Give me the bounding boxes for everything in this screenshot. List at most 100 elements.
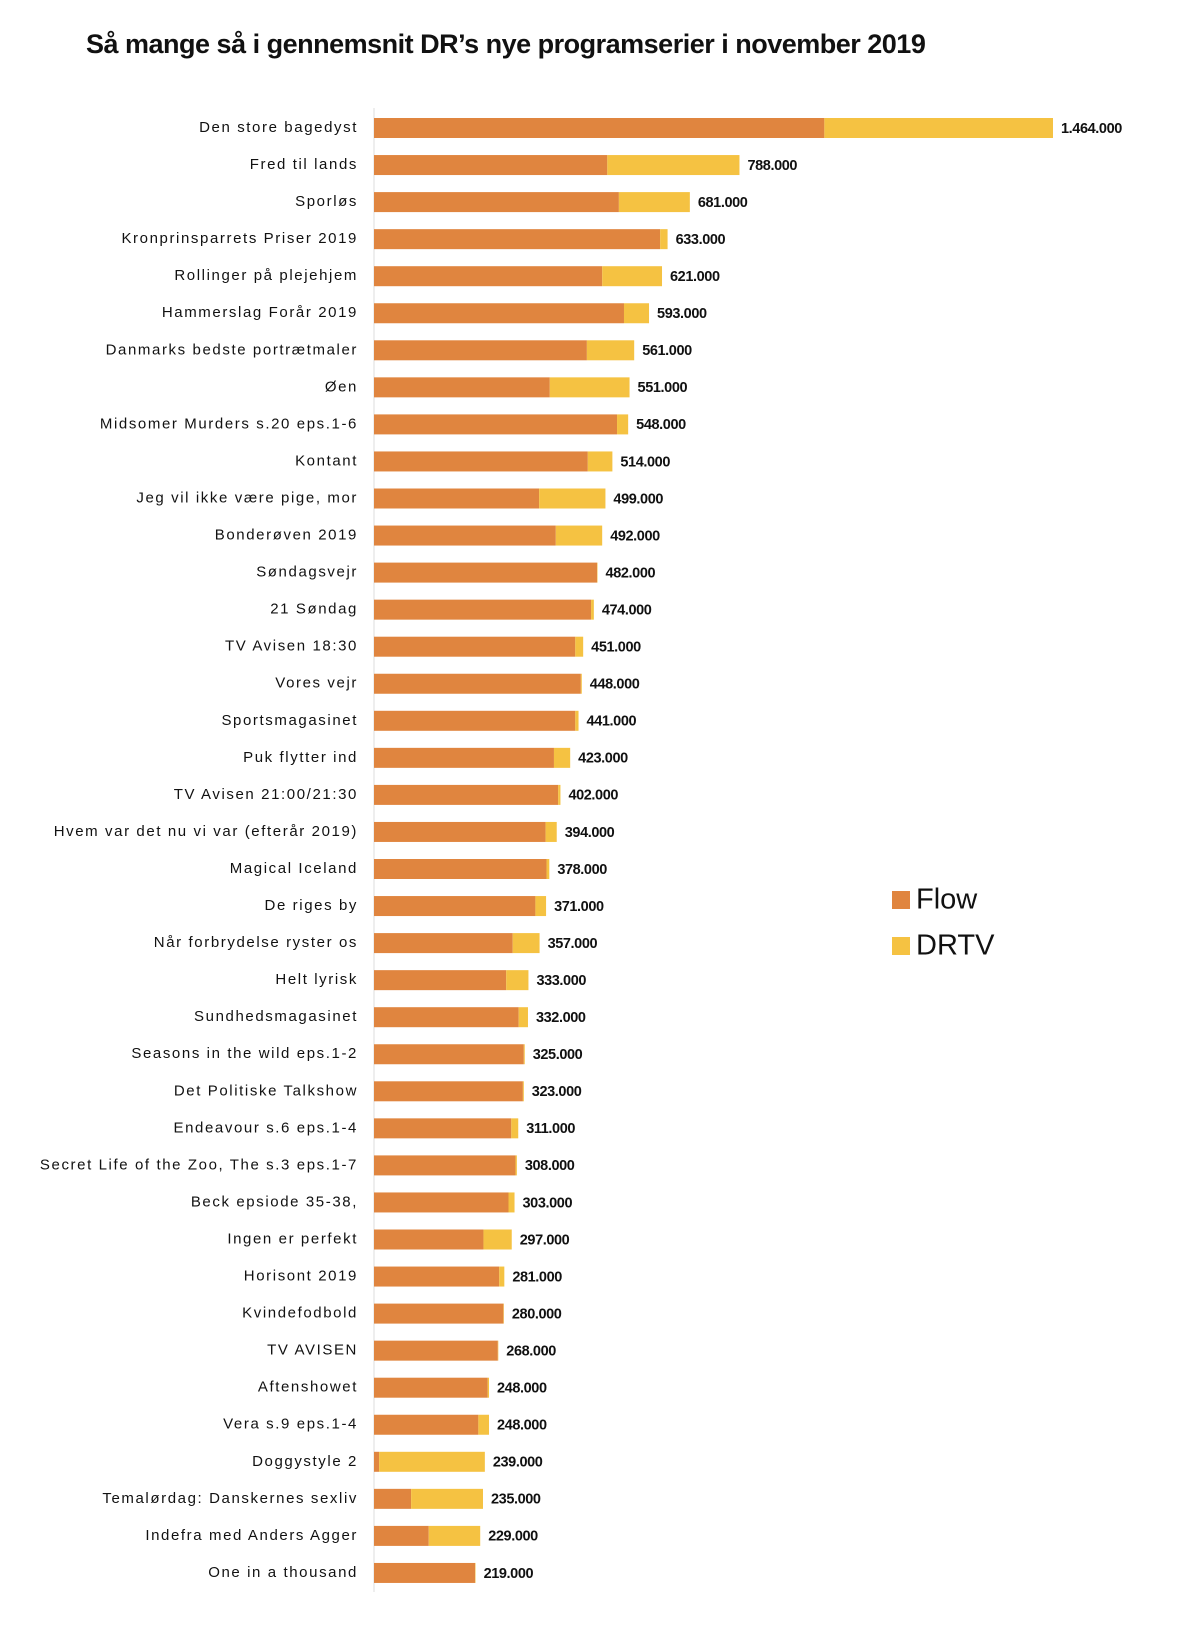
category-label: Vores vejr (275, 675, 358, 692)
category-label: De riges by (265, 897, 358, 914)
category-label: Når forbrydelse ryster os (154, 934, 358, 951)
bar-segment (623, 303, 650, 324)
bar-segment (508, 1192, 515, 1213)
total-label: 551.000 (638, 380, 688, 396)
bar-segment (374, 784, 559, 805)
bar-segment (558, 784, 561, 805)
total-label: 268.000 (506, 1343, 556, 1359)
bar-segment (512, 933, 540, 954)
bar-segment (587, 451, 613, 472)
bar-segment (374, 1007, 519, 1028)
bar-segment (591, 599, 594, 620)
bar-segment (374, 1414, 479, 1435)
total-label: 281.000 (512, 1269, 562, 1285)
bar-segment (374, 1081, 523, 1102)
total-label: 297.000 (520, 1232, 570, 1248)
total-label: 394.000 (565, 825, 615, 841)
bar-segment (487, 1377, 490, 1398)
bar-segment (539, 488, 606, 509)
total-label: 402.000 (568, 788, 618, 804)
bar-segment (374, 1562, 476, 1583)
category-label: Midsomer Murders s.20 eps.1-6 (100, 415, 358, 432)
bar-segment (374, 1488, 412, 1509)
bar-segment (374, 1303, 504, 1324)
category-label: Puk flytter ind (243, 749, 358, 766)
bar-segment (411, 1488, 483, 1509)
total-label: 451.000 (591, 640, 641, 656)
bar-segment (374, 970, 507, 991)
bar-segment (478, 1414, 490, 1435)
category-label: Beck epsiode 35-38, (191, 1193, 358, 1210)
category-label: Aftenshowet (258, 1379, 358, 1396)
total-label: 235.000 (491, 1492, 541, 1508)
bar-segment (374, 747, 554, 768)
bar-segment (374, 1340, 498, 1361)
category-label: Den store bagedyst (199, 119, 358, 136)
bar-segment (518, 1007, 528, 1028)
category-label: Hammerslag Forår 2019 (162, 304, 358, 321)
category-label: Søndagsvejr (256, 564, 358, 581)
bar-segment (555, 525, 603, 546)
category-label: Fred til lands (250, 156, 358, 173)
total-label: 280.000 (512, 1306, 562, 1322)
bar-segment (483, 1229, 512, 1250)
legend-label: DRTV (916, 930, 995, 962)
category-label: One in a thousand (208, 1564, 358, 1581)
bar-segment (586, 340, 635, 361)
bar-segment (374, 821, 546, 842)
bar-segment (374, 525, 556, 546)
total-label: 332.000 (536, 1010, 586, 1026)
total-label: 492.000 (610, 528, 660, 544)
bar-segment (660, 229, 668, 250)
total-label: 593.000 (657, 306, 707, 322)
category-label: Helt lyrisk (275, 971, 358, 988)
bar-segment (523, 1044, 525, 1065)
bar-segment (374, 266, 603, 287)
bar-segment (374, 1451, 380, 1472)
total-label: 633.000 (676, 232, 726, 248)
category-label: Endeavour s.6 eps.1-4 (173, 1119, 358, 1136)
chart-title: Så mange så i gennemsnit DR’s nye progra… (86, 29, 926, 59)
category-label: Sundhedsmagasinet (194, 1008, 358, 1025)
bar-segment (575, 710, 579, 731)
category-label: Det Politiske Talkshow (174, 1082, 358, 1099)
bar-segment (499, 1266, 505, 1287)
bar-segment (374, 118, 825, 138)
category-label: Danmarks bedste portrætmaler (106, 341, 358, 358)
total-label: 323.000 (532, 1084, 582, 1100)
total-label: 499.000 (613, 491, 663, 507)
total-label: 371.000 (554, 899, 604, 915)
total-label: 514.000 (620, 454, 670, 470)
total-label: 219.000 (484, 1566, 534, 1582)
total-label: 333.000 (536, 973, 586, 989)
category-label: Bonderøven 2019 (215, 527, 358, 544)
category-label: Kronprinsparrets Priser 2019 (121, 230, 358, 247)
category-label: Kvindefodbold (242, 1305, 358, 1322)
total-label: 441.000 (587, 714, 637, 730)
bar-segment (374, 599, 592, 620)
bar-segment (374, 192, 619, 213)
bar-segment (374, 673, 581, 694)
category-label: Jeg vil ikke være pige, mor (136, 489, 358, 506)
total-label: 229.000 (488, 1529, 538, 1545)
category-label: Horisont 2019 (244, 1268, 358, 1285)
bar-segment (506, 970, 529, 991)
total-label: 474.000 (602, 602, 652, 618)
bar-segment (374, 1266, 500, 1287)
category-label: Seasons in the wild eps.1-2 (131, 1045, 358, 1062)
bar-segment (374, 1229, 484, 1250)
bar-segment (379, 1451, 485, 1472)
category-label: Ingen er perfekt (227, 1230, 358, 1247)
total-label: 311.000 (526, 1121, 575, 1137)
bar-segment (374, 1155, 516, 1176)
bar-segment (374, 340, 587, 361)
bar-segment (374, 1192, 509, 1213)
total-label: 248.000 (497, 1418, 547, 1434)
legend-swatch (892, 937, 910, 955)
total-label: 561.000 (642, 343, 692, 359)
bar-segment (546, 859, 550, 879)
category-label: Øen (325, 378, 358, 395)
bar-segment (580, 673, 582, 694)
bar-segment (374, 155, 608, 176)
